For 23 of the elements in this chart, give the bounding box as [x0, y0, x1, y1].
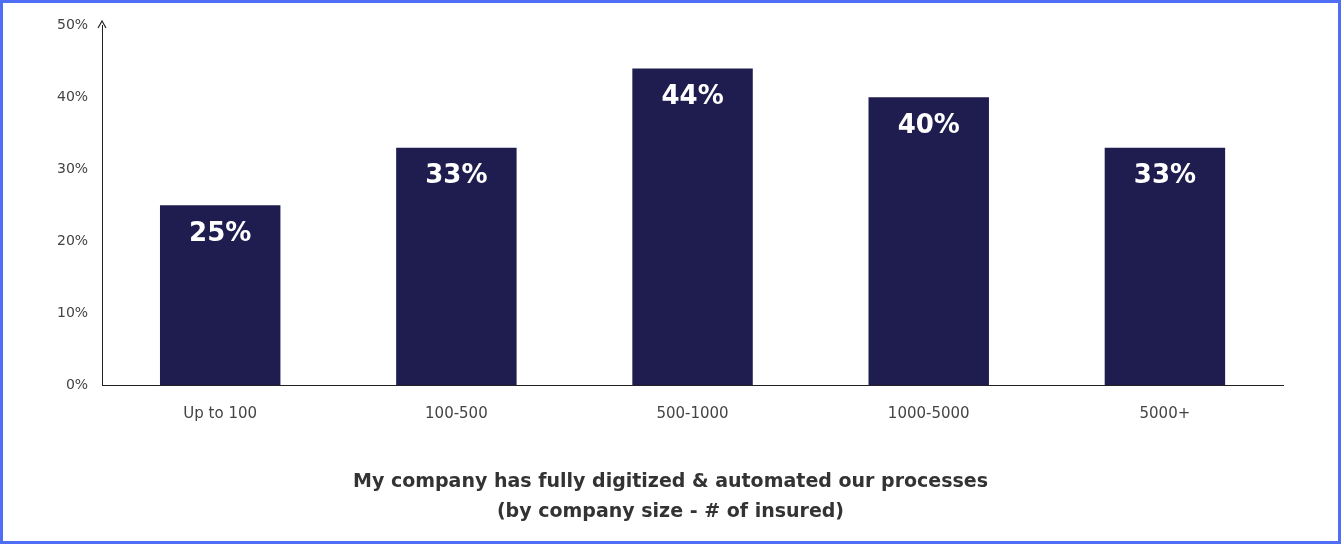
y-tick-label: 0% — [65, 375, 89, 392]
x-tick-label: 100-500 — [425, 403, 488, 422]
x-tick-label: Up to 100 — [183, 403, 258, 422]
y-tick-label: 50% — [56, 16, 89, 33]
y-tick-label: 20% — [56, 231, 89, 248]
data-label: 44% — [661, 80, 724, 111]
y-tick-label: 40% — [56, 87, 89, 104]
text: (by company size - # of insured) — [495, 498, 846, 523]
data-label: 25% — [189, 216, 252, 247]
bar — [868, 97, 989, 385]
y-tick-label: 30% — [56, 159, 89, 176]
bar — [159, 205, 281, 385]
x-tick-label: 1000-5000 — [887, 403, 970, 422]
bar — [1104, 147, 1226, 385]
bar — [396, 147, 517, 385]
bar — [632, 68, 753, 385]
data-label: 40% — [897, 109, 960, 140]
data-label: 33% — [1133, 159, 1197, 190]
data-label: 33% — [425, 159, 488, 190]
x-tick-label: 5000+ — [1139, 403, 1191, 422]
text: My company has fully digitized & automated our processes — [351, 468, 990, 493]
x-tick-label: 500-1000 — [656, 403, 729, 422]
y-tick-label: 10% — [56, 303, 89, 320]
